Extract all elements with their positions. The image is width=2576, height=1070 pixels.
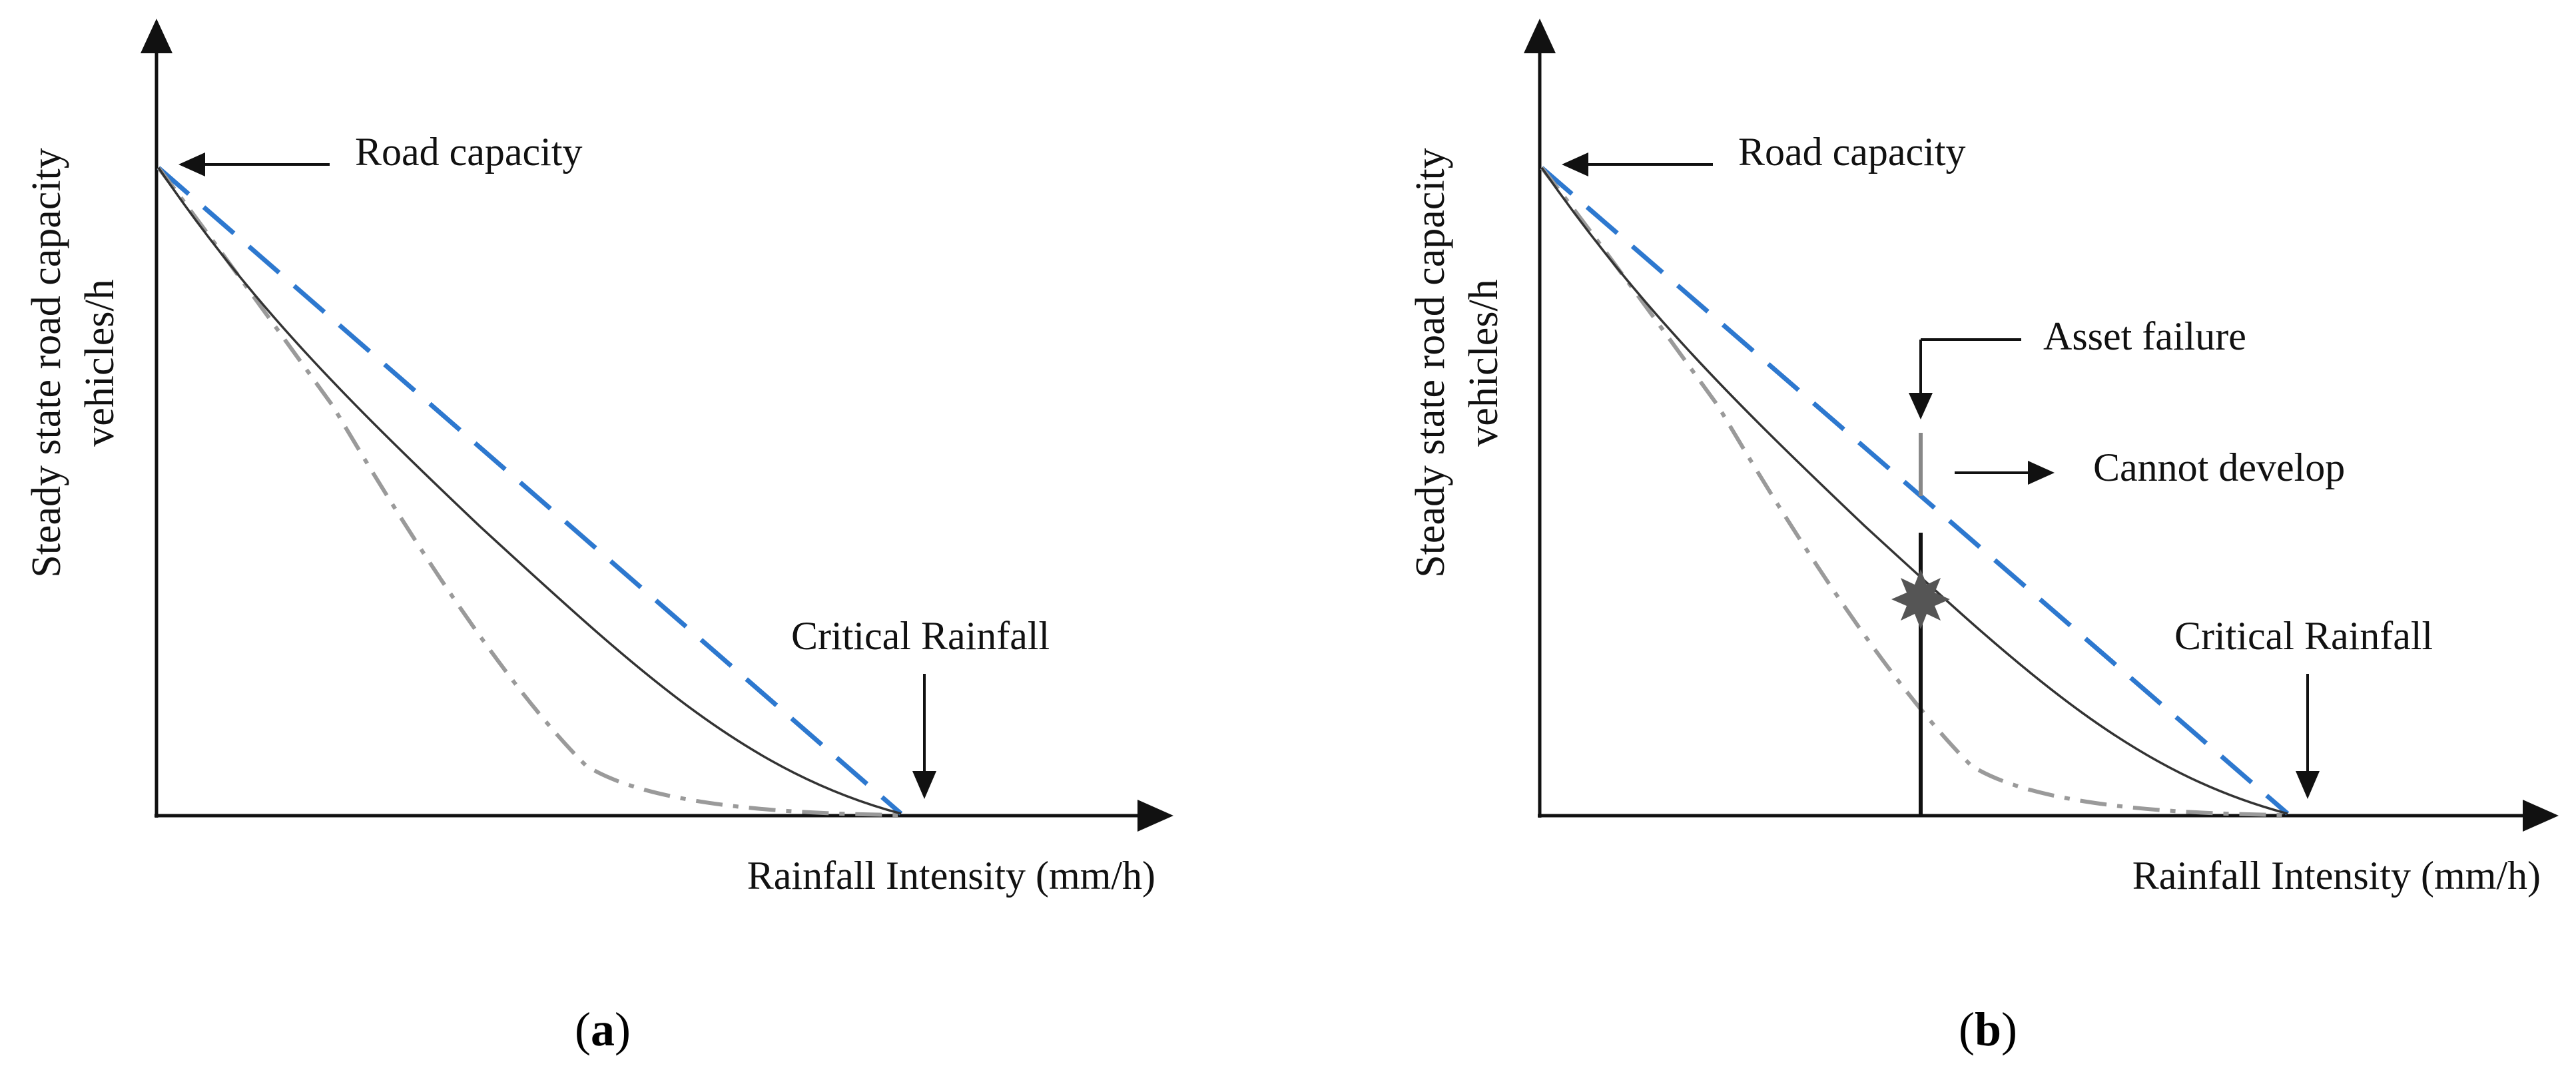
- y-axis-label-line2: vehicles/h: [1461, 279, 1506, 446]
- panel-b: Asset failure Cannot develop Road capaci…: [1408, 19, 2559, 1056]
- x-axis-label: Rainfall Intensity (mm/h): [2132, 854, 2541, 898]
- capacity-line: [157, 166, 903, 816]
- critical-rainfall-arrowhead: [912, 771, 936, 799]
- dashdot-curve: [1540, 166, 2288, 817]
- cannot-develop-arrowhead: [2028, 461, 2055, 485]
- actual-curve: [1540, 166, 2288, 815]
- x-axis-label: Rainfall Intensity (mm/h): [747, 854, 1155, 898]
- y-axis-label: Steady state road capacity vehicles/h: [24, 148, 123, 578]
- y-axis-arrowhead: [1524, 19, 1556, 53]
- critical-rainfall-label: Critical Rainfall: [791, 614, 1050, 658]
- y-axis-label-line1: Steady state road capacity: [1408, 148, 1453, 578]
- y-axis-label: Steady state road capacity vehicles/h: [1408, 148, 1506, 578]
- cannot-develop-label: Cannot develop: [2093, 445, 2345, 489]
- asset-failure-label: Asset failure: [2043, 314, 2246, 358]
- panel-label-a: (a): [575, 1003, 631, 1056]
- road-capacity-label: Road capacity: [1738, 130, 1966, 174]
- y-axis-label-line2: vehicles/h: [77, 279, 123, 446]
- road-capacity-label: Road capacity: [355, 130, 583, 174]
- actual-curve: [157, 167, 902, 815]
- y-axis-label-line1: Steady state road capacity: [24, 148, 69, 578]
- dashdot-curve: [157, 166, 902, 817]
- panel-a: Road capacity Critical Rainfall Steady s…: [24, 19, 1173, 1056]
- panel-label-b: (b): [1959, 1003, 2017, 1056]
- road-capacity-arrowhead: [1562, 152, 1588, 176]
- asset-failure-arrowhead: [1909, 393, 1933, 419]
- critical-rainfall-label: Critical Rainfall: [2174, 614, 2433, 658]
- critical-rainfall-arrowhead: [2296, 771, 2320, 799]
- road-capacity-arrowhead: [178, 152, 205, 176]
- failure-marker-icon: [1891, 569, 1950, 629]
- capacity-line: [1540, 166, 2290, 816]
- y-axis-arrowhead: [141, 19, 172, 53]
- x-axis-arrowhead: [2523, 800, 2559, 832]
- x-axis-arrowhead: [1137, 800, 1173, 832]
